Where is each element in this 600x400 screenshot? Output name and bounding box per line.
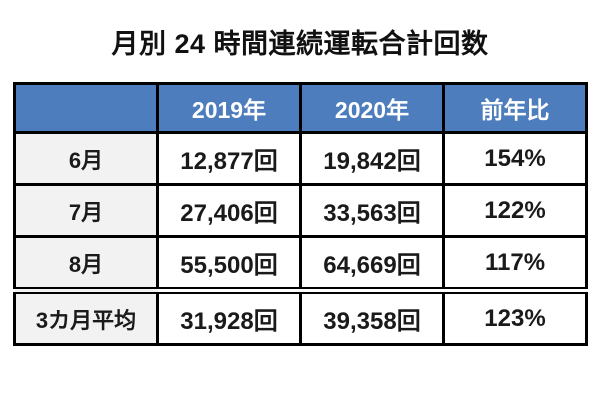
table-header: 2019年 2020年 前年比 xyxy=(13,82,588,134)
table-row-august: 8月 55,500回 64,669回 117% xyxy=(13,235,588,292)
header-cell-2019: 2019年 xyxy=(156,82,302,134)
header-cell-yoy: 前年比 xyxy=(442,82,588,134)
header-row: 2019年 2020年 前年比 xyxy=(13,82,588,134)
row-label-june: 6月 xyxy=(13,131,159,186)
table-row-june: 6月 12,877回 19,842回 154% xyxy=(13,131,588,186)
row-label-august: 8月 xyxy=(13,235,159,292)
row-label-july: 7月 xyxy=(13,183,159,238)
value-june-2020: 19,842回 xyxy=(299,131,445,186)
value-june-2019: 12,877回 xyxy=(156,131,302,186)
header-cell-empty xyxy=(13,82,159,134)
value-august-2020: 64,669回 xyxy=(299,235,445,292)
table-row-july: 7月 27,406回 33,563回 122% xyxy=(13,183,588,238)
value-august-yoy: 117% xyxy=(442,235,588,292)
row-label-average: 3カ月平均 xyxy=(13,287,159,346)
value-august-2019: 55,500回 xyxy=(156,235,302,292)
value-average-yoy: 123% xyxy=(442,287,588,346)
table-row-average: 3カ月平均 31,928回 39,358回 123% xyxy=(13,287,588,346)
value-july-2019: 27,406回 xyxy=(156,183,302,238)
table-body: 6月 12,877回 19,842回 154% 7月 27,406回 33,56… xyxy=(13,131,588,346)
value-july-yoy: 122% xyxy=(442,183,588,238)
value-july-2020: 33,563回 xyxy=(299,183,445,238)
monthly-operation-table: 2019年 2020年 前年比 6月 12,877回 19,842回 154% … xyxy=(13,82,588,346)
value-june-yoy: 154% xyxy=(442,131,588,186)
page-title: 月別 24 時間連続運転合計回数 xyxy=(111,29,489,59)
value-average-2019: 31,928回 xyxy=(156,287,302,346)
header-cell-2020: 2020年 xyxy=(299,82,445,134)
value-average-2020: 39,358回 xyxy=(299,287,445,346)
